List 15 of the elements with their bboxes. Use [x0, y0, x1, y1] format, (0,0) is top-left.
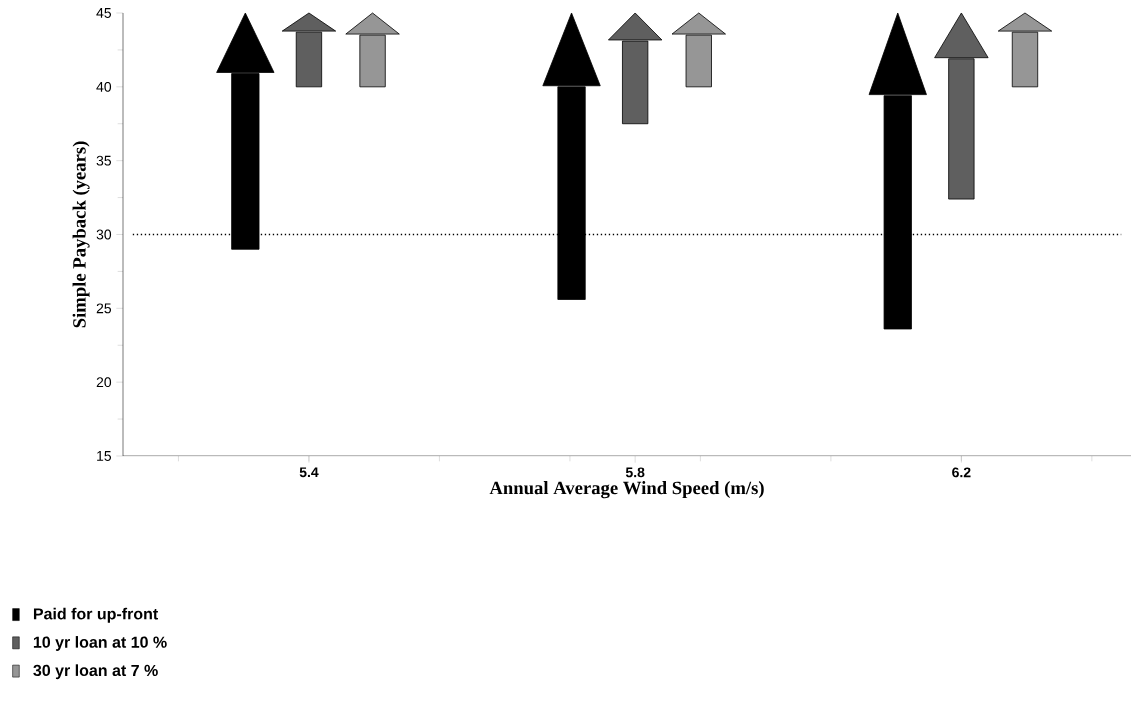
y-tick-label: 35 [96, 155, 112, 166]
legend-label: 10 yr loan at 10 % [33, 636, 167, 651]
x-tick-label: 5.8 [625, 467, 645, 478]
x-tick-label: 6.2 [952, 467, 971, 478]
x-tick-label: 5.4 [299, 467, 319, 478]
y-tick-label: 45 [96, 8, 112, 18]
y-tick-label: 15 [97, 451, 112, 461]
y-tick-label: 25 [96, 303, 112, 314]
x-axis-title: Annual Average Wind Speed (m/s) [489, 481, 764, 499]
y-tick-label: 40 [96, 81, 112, 92]
y-tick-label: 30 [96, 229, 112, 240]
y-tick-label: 20 [96, 377, 112, 388]
y-axis-title: Simple Payback (years) [72, 141, 90, 328]
legend-label: Paid for up-front [33, 607, 158, 623]
legend-label: 30 yr loan at 7 % [33, 664, 158, 680]
